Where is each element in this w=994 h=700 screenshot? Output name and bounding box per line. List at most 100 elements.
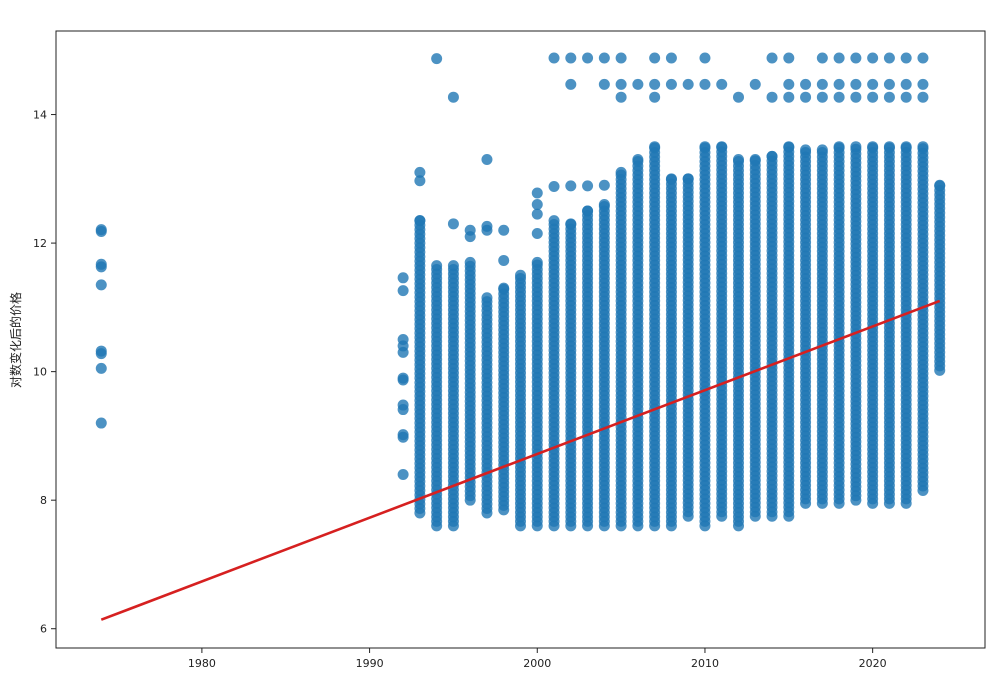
data-point xyxy=(917,78,929,90)
data-point xyxy=(766,52,778,64)
data-point xyxy=(900,78,912,90)
data-point xyxy=(515,269,526,281)
data-point xyxy=(95,417,107,429)
data-point xyxy=(917,52,929,64)
data-point xyxy=(548,181,560,193)
data-point xyxy=(598,78,610,90)
data-point xyxy=(649,141,661,153)
data-point xyxy=(565,180,577,192)
data-point xyxy=(900,141,912,153)
data-point xyxy=(783,52,795,64)
data-point xyxy=(615,91,627,103)
data-point xyxy=(649,78,661,90)
data-point xyxy=(699,141,711,153)
data-point xyxy=(397,372,409,384)
data-point xyxy=(699,52,711,64)
data-point xyxy=(716,78,728,90)
data-point xyxy=(632,154,644,166)
data-point xyxy=(649,52,661,64)
data-point xyxy=(531,227,543,239)
data-point xyxy=(447,91,459,103)
data-point xyxy=(816,144,828,156)
data-point xyxy=(816,78,828,90)
data-point xyxy=(598,52,610,64)
data-point xyxy=(95,362,107,374)
data-point xyxy=(850,91,862,103)
data-point xyxy=(447,218,459,230)
data-point xyxy=(615,78,627,90)
data-point xyxy=(464,224,476,236)
data-point xyxy=(397,429,409,441)
y-tick-label: 12 xyxy=(33,237,47,250)
data-point xyxy=(498,282,510,294)
data-point xyxy=(531,208,543,220)
data-point xyxy=(682,78,694,90)
y-axis: 6 8 10 12 14 xyxy=(33,109,56,636)
data-point xyxy=(783,91,795,103)
x-tick-label: 2000 xyxy=(523,657,551,670)
data-point xyxy=(766,91,778,103)
y-tick-label: 10 xyxy=(33,366,47,379)
data-point xyxy=(447,260,459,272)
data-point xyxy=(565,218,577,230)
data-point xyxy=(431,260,443,272)
data-point xyxy=(665,78,677,90)
data-point xyxy=(867,52,879,64)
data-point xyxy=(95,224,107,236)
data-point xyxy=(615,166,627,178)
data-point xyxy=(699,78,711,90)
y-tick-label: 14 xyxy=(33,109,47,122)
data-point xyxy=(632,78,644,90)
data-point xyxy=(414,175,426,187)
data-point xyxy=(598,199,610,211)
data-point xyxy=(582,52,594,64)
data-point xyxy=(934,179,946,191)
data-point xyxy=(397,285,409,297)
data-point xyxy=(95,279,107,291)
data-point xyxy=(783,141,795,153)
data-point xyxy=(749,78,761,90)
data-point xyxy=(766,150,778,162)
data-point xyxy=(850,52,862,64)
data-point xyxy=(481,154,493,166)
data-point xyxy=(800,78,812,90)
data-point xyxy=(716,141,728,153)
points-layer xyxy=(95,52,946,532)
data-point xyxy=(531,256,543,268)
x-tick-label: 1980 xyxy=(188,657,216,670)
data-point xyxy=(498,254,510,266)
data-point xyxy=(883,141,895,153)
data-point xyxy=(833,78,845,90)
data-point xyxy=(917,141,929,153)
data-point xyxy=(565,52,577,64)
data-point xyxy=(397,399,409,411)
data-point xyxy=(397,468,409,480)
data-point xyxy=(867,91,879,103)
y-tick-label: 8 xyxy=(40,494,47,507)
x-tick-label: 1990 xyxy=(356,657,384,670)
data-point xyxy=(732,154,744,166)
data-point xyxy=(682,173,694,185)
data-point xyxy=(883,52,895,64)
data-point xyxy=(800,144,812,156)
x-axis: 1980 1990 2000 2010 2020 xyxy=(188,648,887,670)
y-tick-label: 6 xyxy=(40,623,47,636)
data-point xyxy=(816,91,828,103)
data-point xyxy=(850,141,862,153)
data-point xyxy=(531,199,543,211)
data-point xyxy=(665,173,677,185)
data-point xyxy=(582,180,594,192)
data-point xyxy=(431,53,443,65)
data-point xyxy=(397,334,409,345)
regression-line-layer xyxy=(100,299,941,621)
data-point xyxy=(531,187,543,199)
data-point xyxy=(498,224,510,236)
data-point xyxy=(95,345,107,357)
data-point xyxy=(749,154,761,166)
regression-line xyxy=(100,299,941,621)
data-point xyxy=(833,141,845,153)
data-point xyxy=(565,78,577,90)
data-point xyxy=(900,91,912,103)
y-axis-label: 对数变化后的价格 xyxy=(8,292,23,388)
data-point xyxy=(582,205,594,217)
